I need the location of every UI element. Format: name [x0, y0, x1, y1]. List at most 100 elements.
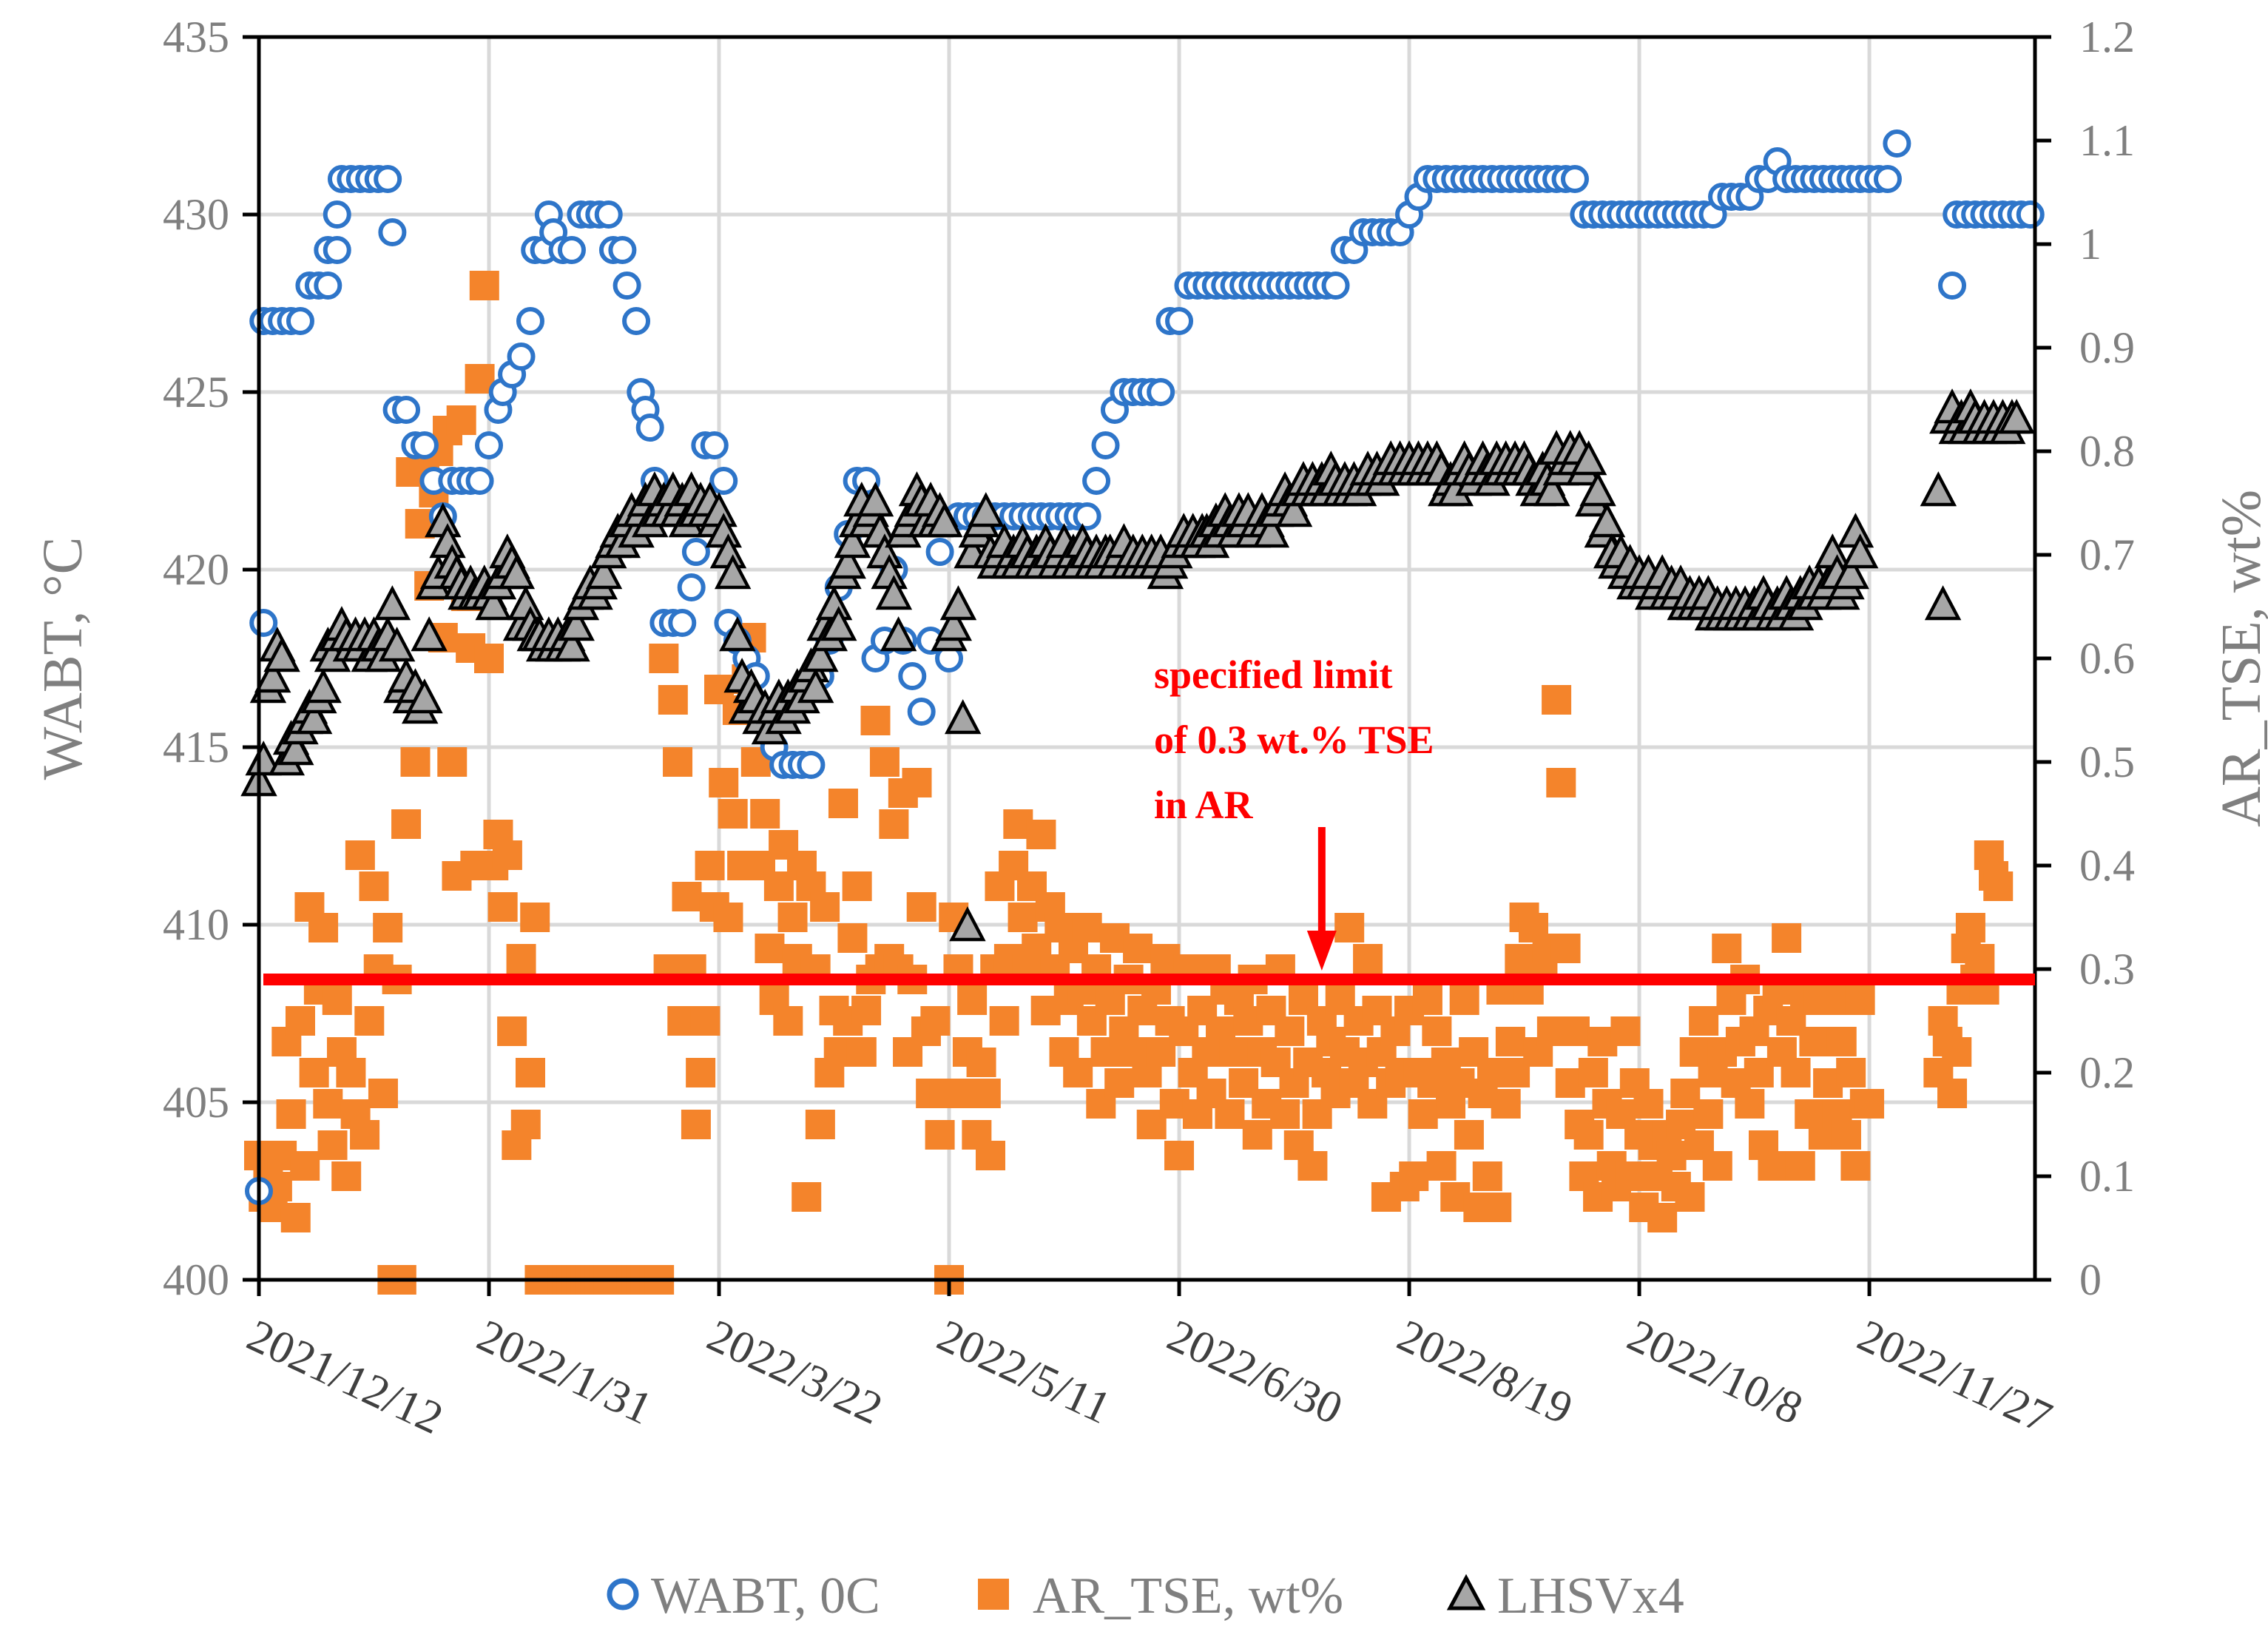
- ar-tse-point: [709, 768, 739, 797]
- lhsv-point: [295, 699, 333, 735]
- ar-tse-point: [1675, 1182, 1705, 1212]
- y2-tick-label: 0.5: [2079, 738, 2135, 786]
- wabt-point: [925, 538, 954, 566]
- ar-tse-point: [1781, 1058, 1811, 1087]
- ar-tse-point: [1353, 944, 1383, 974]
- lhsv-point: [834, 523, 871, 559]
- ar-tse-point: [649, 644, 679, 673]
- ar-tse-point: [280, 1203, 311, 1232]
- lhsv-point: [411, 616, 448, 652]
- wabt-point: [1165, 307, 1194, 335]
- y2-tick-label: 0.4: [2079, 841, 2135, 890]
- ar-tse-point: [446, 405, 476, 435]
- wabt-point: [700, 431, 729, 459]
- lhsv-point: [797, 668, 834, 704]
- series-ar-tse-wt-: [244, 271, 2014, 1295]
- ar-tse-point: [1965, 944, 1995, 974]
- ar-tse-point: [1491, 1089, 1521, 1119]
- y2-tick-label: 0.2: [2079, 1048, 2135, 1097]
- ar-tse-point: [695, 851, 725, 880]
- ar-tse-point: [1758, 1151, 1788, 1181]
- ar-tse-point: [510, 1110, 541, 1139]
- lhsv-point: [1275, 492, 1313, 527]
- ar-tse-point: [1219, 1037, 1249, 1067]
- series-lhsvx4: [240, 388, 2035, 942]
- wabt-point: [323, 200, 351, 229]
- ar-tse-point: [1559, 1016, 1590, 1046]
- ar-tse-point: [474, 644, 504, 673]
- lhsv-point: [374, 585, 411, 621]
- ar-tse-point: [506, 944, 536, 974]
- lhsv-point: [1998, 399, 2035, 434]
- wabt-point: [507, 343, 536, 371]
- ar-tse-point: [299, 1058, 329, 1087]
- legend-label-wabt: WABT, 0C: [651, 1568, 880, 1625]
- ar-tse-point: [1026, 820, 1056, 849]
- legend-marker-lhsv: [1446, 1574, 1486, 1610]
- ar-tse-point: [686, 1058, 716, 1087]
- wabt-point: [1321, 271, 1350, 300]
- lhsv-point: [1841, 533, 1879, 569]
- ar-tse-point: [851, 996, 882, 1025]
- wabt-point: [1938, 271, 1967, 300]
- lhsv-point: [585, 554, 623, 590]
- annotation-line-2: of 0.3 wt.% TSE: [1154, 718, 1434, 762]
- wabt-point: [898, 662, 927, 690]
- ar-tse-point: [1242, 1120, 1272, 1150]
- ar-tse-point: [276, 1099, 306, 1129]
- ar-tse-point: [331, 1161, 362, 1191]
- annotation-line-1: specified limit: [1154, 652, 1392, 697]
- y2-tick-label: 1.1: [2079, 116, 2135, 165]
- ar-tse-point: [1426, 1151, 1457, 1181]
- ar-tse-point: [1550, 934, 1581, 963]
- ar-tse-point: [1702, 1151, 1732, 1181]
- lhsv-point: [880, 616, 917, 652]
- ar-tse-point: [391, 809, 422, 839]
- legend: WABT, 0C AR_TSE, wt% LHSVx4: [607, 1568, 1684, 1625]
- legend-marker-ar-tse: [978, 1579, 1009, 1610]
- lhsv-point: [820, 606, 857, 641]
- y2-tick-label: 1: [2079, 220, 2102, 269]
- y2-tick-label: 0.8: [2079, 427, 2135, 476]
- annotation-line-3: in AR: [1154, 783, 1254, 827]
- ar-tse-point: [1983, 871, 2014, 901]
- ar-tse-point: [1854, 1089, 1885, 1119]
- ar-tse-point: [1785, 1151, 1815, 1181]
- ar-tse-point: [317, 1130, 348, 1160]
- wabt-point: [557, 236, 586, 264]
- y-tick-label: 415: [163, 723, 229, 772]
- ar-tse-point: [1772, 923, 1802, 953]
- lhsv-point: [829, 544, 866, 579]
- ar-tse-point: [1412, 985, 1442, 1015]
- wabt-point: [1147, 378, 1175, 406]
- wabt-point: [681, 538, 710, 566]
- ar-tse-point: [1454, 1120, 1484, 1150]
- ar-tse-point: [1449, 985, 1479, 1015]
- ar-tse-point: [350, 1120, 380, 1150]
- annotation-arrow-head: [1306, 931, 1337, 971]
- ar-tse-point: [1647, 1203, 1678, 1232]
- y2-axis-ticks: 0 0.1 0.2 0.3 0.4 0.5 0.6 0.7 0.8 0.9 1 1.1 1.2: [2035, 13, 2135, 1304]
- legend-item-lhsv: LHSVx4: [1446, 1568, 1684, 1625]
- ar-tse-point: [1836, 1058, 1866, 1087]
- ar-tse-point: [920, 1006, 951, 1036]
- lhsv-point: [1570, 440, 1607, 476]
- lhsv-point: [968, 492, 1005, 527]
- lhsv-point: [277, 730, 314, 766]
- y-tick-label: 435: [163, 13, 229, 61]
- y-tick-label: 425: [163, 368, 229, 416]
- ar-tse-point: [345, 840, 375, 870]
- ar-tse-point: [672, 882, 702, 911]
- ar-tse-point: [492, 840, 522, 870]
- ar-tse-point: [1104, 1068, 1135, 1098]
- ar-tse-point: [1831, 1120, 1861, 1150]
- ar-tse-point: [322, 985, 352, 1015]
- ar-tse-point: [1495, 1027, 1525, 1056]
- y-tick-label: 430: [163, 190, 229, 239]
- lhsv-point: [949, 906, 986, 942]
- lhsv-point: [553, 627, 590, 662]
- ar-tse-point: [285, 1006, 315, 1036]
- ar-tse-point: [1472, 1161, 1502, 1191]
- y-axis-ticks: 400 405 410 415 420 425 430 435: [163, 13, 259, 1304]
- wabt-point: [314, 271, 342, 300]
